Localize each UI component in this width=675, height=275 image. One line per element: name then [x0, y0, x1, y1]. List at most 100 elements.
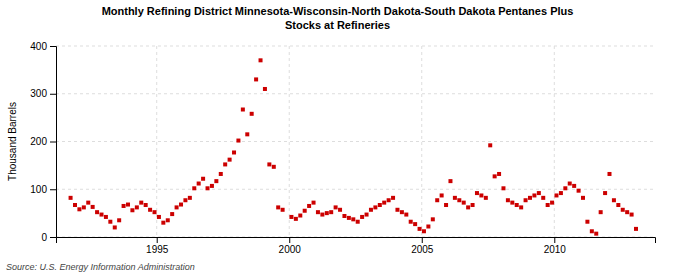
point	[532, 193, 536, 197]
point	[188, 196, 192, 200]
point	[206, 186, 210, 190]
point	[590, 229, 594, 233]
point	[409, 220, 413, 224]
y-tick-label: 400	[30, 41, 47, 52]
point	[484, 196, 488, 200]
grid-line-x	[156, 46, 157, 237]
point	[179, 203, 183, 207]
point	[276, 205, 280, 209]
point	[435, 198, 439, 202]
point	[236, 139, 240, 143]
source: Source: U.S. Energy Information Administ…	[6, 262, 195, 272]
point	[77, 207, 81, 211]
point	[365, 213, 369, 217]
point	[192, 186, 196, 190]
point	[307, 204, 311, 208]
point	[524, 198, 528, 202]
point	[91, 205, 95, 209]
point	[126, 203, 130, 207]
point	[228, 158, 232, 162]
y-tick-label: 300	[30, 88, 47, 99]
x-tick: 2010	[544, 237, 567, 255]
point	[466, 205, 470, 209]
y-tick-label: 200	[30, 136, 47, 147]
point	[294, 217, 298, 221]
point	[515, 203, 519, 207]
point	[113, 225, 117, 229]
y-tick-mark	[50, 237, 56, 238]
point	[621, 208, 625, 212]
point	[599, 210, 603, 214]
point	[342, 214, 346, 218]
point	[612, 198, 616, 202]
point	[250, 112, 254, 116]
point	[122, 204, 126, 208]
point	[550, 201, 554, 205]
point	[453, 196, 457, 200]
grid-line-y	[56, 46, 655, 47]
point	[100, 213, 104, 217]
y-tick-mark	[50, 94, 56, 95]
x-tick-mark	[554, 237, 555, 243]
point	[338, 208, 342, 212]
point	[382, 201, 386, 205]
x-tick-label: 2005	[411, 244, 434, 255]
point	[153, 210, 157, 214]
point	[334, 205, 338, 209]
y-tick: 0	[41, 232, 56, 243]
chart: Monthly Refining District Minnesota-Wisc…	[0, 0, 675, 275]
y-tick: 300	[30, 88, 56, 99]
point	[175, 205, 179, 209]
point	[422, 229, 426, 233]
point	[329, 210, 333, 214]
point	[201, 177, 205, 181]
point	[108, 220, 112, 224]
point	[607, 172, 611, 176]
point	[130, 208, 134, 212]
y-tick-mark	[50, 46, 56, 47]
point	[577, 189, 581, 193]
point	[603, 191, 607, 195]
point	[572, 184, 576, 188]
point	[537, 191, 541, 195]
point	[594, 232, 598, 236]
point	[501, 186, 505, 190]
point	[312, 201, 316, 205]
x-tick-label: 2010	[544, 244, 567, 255]
point	[585, 220, 589, 224]
point	[378, 203, 382, 207]
x-axis-line	[57, 238, 656, 244]
point	[541, 196, 545, 200]
point	[471, 203, 475, 207]
point	[86, 201, 90, 205]
point	[303, 209, 307, 213]
x-tick: 2000	[279, 237, 302, 255]
point	[259, 58, 263, 62]
point	[166, 218, 170, 222]
point	[210, 184, 214, 188]
plot-area: 19952000200520100100200300400Thousand Ba…	[7, 41, 656, 255]
point	[170, 212, 174, 216]
point	[581, 196, 585, 200]
y-axis-line	[50, 47, 57, 238]
point	[413, 222, 417, 226]
point	[241, 108, 245, 112]
point	[418, 227, 422, 231]
point	[223, 162, 227, 166]
y-tick: 200	[30, 136, 56, 147]
point	[568, 182, 572, 186]
point	[426, 224, 430, 228]
point	[634, 227, 638, 231]
point	[395, 208, 399, 212]
point	[157, 215, 161, 219]
point	[197, 182, 201, 186]
point	[281, 208, 285, 212]
point	[148, 208, 152, 212]
point	[462, 201, 466, 205]
grid	[56, 46, 655, 237]
point	[254, 77, 258, 81]
point	[316, 210, 320, 214]
point	[69, 196, 73, 200]
title: Monthly Refining District Minnesota-Wisc…	[102, 5, 574, 17]
point	[404, 213, 408, 217]
